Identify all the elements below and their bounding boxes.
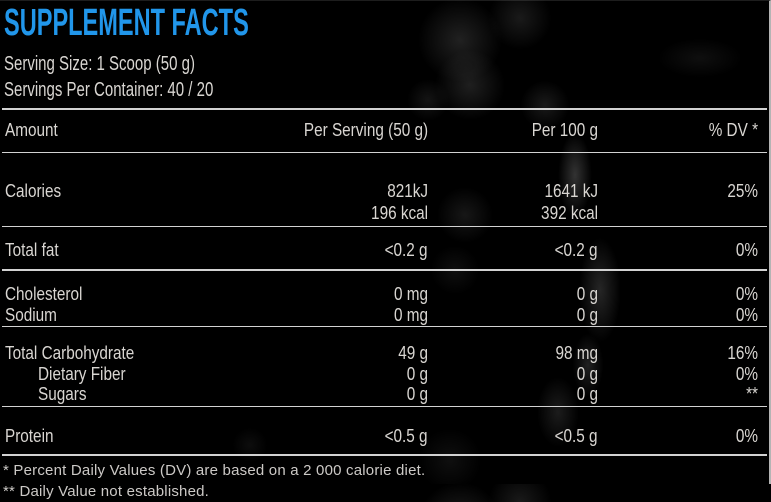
table-row-dietary-fiber: Dietary Fiber 0 g 0 g 0% [0, 364, 769, 385]
calories-per-100g: 1641 kJ 392 kcal [428, 180, 598, 224]
separator-line [2, 269, 767, 271]
row-per-100g: 0 g [576, 384, 598, 404]
calories-per-serving-kj: 821kJ [387, 181, 428, 201]
header-daily-value: % DV * [708, 120, 758, 140]
row-per-serving: 0 mg [393, 304, 428, 325]
calories-dv-value: 25% [727, 181, 758, 201]
row-per-100g: 0 g [576, 304, 598, 325]
row-dv: 0% [735, 363, 758, 384]
calories-per-100g-kcal: 392 kcal [541, 203, 598, 223]
header-per-serving: Per Serving (50 g) [303, 120, 428, 140]
footnotes: * Percent Daily Values (DV) are based on… [3, 460, 769, 502]
row-dv: 0% [735, 283, 758, 304]
servings-per-container-line: Servings Per Container: 40 / 20 [4, 79, 214, 101]
row-per-serving: 0 g [406, 363, 428, 384]
section-carbohydrate: Total Carbohydrate 49 g 98 mg 16% Dietar… [0, 327, 769, 406]
row-label: Sodium [5, 304, 57, 325]
separator-line [2, 108, 767, 110]
calories-per-serving: 821kJ 196 kcal [268, 180, 428, 224]
separator-line [2, 325, 767, 327]
row-label: Sugars [38, 384, 87, 404]
calories-dv: 25% [598, 158, 758, 202]
row-label: Total fat [5, 240, 59, 260]
footnote-daily-values: * Percent Daily Values (DV) are based on… [3, 461, 426, 479]
row-per-100g: <0.5 g [555, 426, 598, 446]
row-per-100g: 0 g [576, 363, 598, 384]
row-label: Dietary Fiber [38, 363, 126, 384]
row-dv: 16% [727, 343, 758, 363]
header-per-100g: Per 100 g [531, 120, 598, 140]
row-label: Total Carbohydrate [5, 343, 135, 363]
table-row-sodium: Sodium 0 mg 0 g 0% [0, 305, 769, 326]
table-row-total-fat: Total fat <0.2 g <0.2 g 0% [0, 227, 769, 269]
table-row-total-carbohydrate: Total Carbohydrate 49 g 98 mg 16% [0, 343, 769, 364]
row-per-serving: <0.2 g [385, 240, 428, 260]
serving-info: Serving Size: 1 Scoop (50 g) Servings Pe… [4, 51, 769, 103]
table-row-calories: Calories 821kJ 196 kcal 1641 kJ 392 kcal… [0, 153, 769, 226]
table-row-cholesterol: Cholesterol 0 mg 0 g 0% [0, 284, 769, 305]
row-per-serving: 0 mg [393, 283, 428, 304]
row-per-serving: 49 g [398, 343, 428, 363]
panel-title-text: SUPPLEMENT FACTS [4, 2, 249, 44]
separator-line [2, 151, 767, 153]
serving-size-line: Serving Size: 1 Scoop (50 g) [4, 53, 195, 75]
calories-per-100g-kj: 1641 kJ [544, 181, 598, 201]
row-dv: 0% [735, 240, 758, 260]
header-amount: Amount [5, 120, 58, 140]
row-label: Calories [5, 181, 62, 201]
section-cholesterol-sodium: Cholesterol 0 mg 0 g 0% Sodium 0 mg 0 g … [0, 271, 769, 326]
table-row-protein: Protein <0.5 g <0.5 g 0% [0, 407, 769, 454]
panel-title: SUPPLEMENT FACTS [4, 2, 769, 44]
row-per-100g: <0.2 g [555, 240, 598, 260]
separator-line [2, 405, 767, 407]
row-per-100g: 98 mg [555, 343, 598, 363]
table-header-row: Amount Per Serving (50 g) Per 100 g % DV… [0, 110, 769, 152]
spacer [598, 158, 758, 180]
table-row-sugars: Sugars 0 g 0 g ** [0, 384, 769, 405]
calories-per-serving-kcal: 196 kcal [371, 203, 428, 223]
row-label: Protein [5, 426, 54, 446]
row-label: Cholesterol [5, 283, 83, 304]
row-per-100g: 0 g [576, 283, 598, 304]
row-per-serving: 0 g [406, 384, 428, 404]
separator-line [2, 454, 767, 456]
row-per-serving: <0.5 g [385, 426, 428, 446]
row-dv: ** [746, 384, 758, 404]
row-dv: 0% [735, 304, 758, 325]
separator-line [2, 225, 767, 227]
row-dv: 0% [735, 426, 758, 446]
